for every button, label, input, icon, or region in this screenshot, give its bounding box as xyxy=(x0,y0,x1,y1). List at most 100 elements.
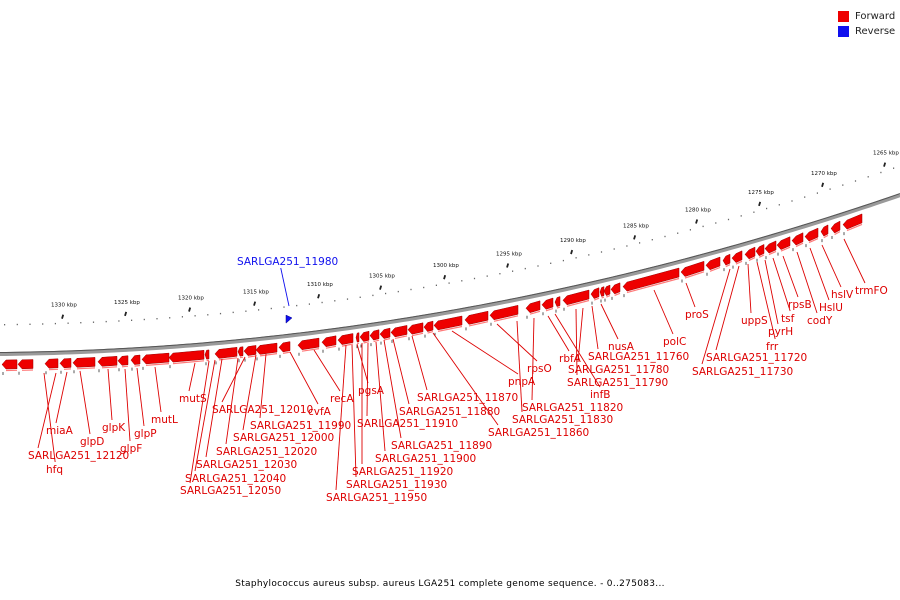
gene-sarlga251-11780[interactable] xyxy=(603,284,611,296)
gene-rpsb[interactable] xyxy=(791,232,804,246)
gene-label-sarlga251-11830[interactable]: SARLGA251_11830 xyxy=(512,414,613,426)
gene-label-pyrh[interactable]: pyrH xyxy=(768,326,793,338)
gene-sarlga251-11910[interactable] xyxy=(379,327,391,339)
gene-nusa[interactable] xyxy=(622,267,680,292)
gene-sarlga251-11890[interactable] xyxy=(407,322,424,335)
gene-label-glpp[interactable]: glpP xyxy=(134,428,157,440)
gene-label-glpd[interactable]: glpD xyxy=(80,436,104,448)
gene-upps[interactable] xyxy=(744,246,756,260)
gene-mutl[interactable] xyxy=(130,354,141,365)
gene-glpf[interactable] xyxy=(97,356,118,367)
gene-label-polc[interactable]: polC xyxy=(663,336,686,348)
gene-label-sarlga251-12000[interactable]: SARLGA251_12000 xyxy=(233,432,334,444)
legend-reverse[interactable]: Reverse xyxy=(838,24,895,39)
gene-label-pros[interactable]: proS xyxy=(685,309,709,321)
gene-hslv[interactable] xyxy=(830,220,841,234)
gene-label-nusa[interactable]: nusA xyxy=(608,341,635,353)
gene-label-sarlga251-11720[interactable]: SARLGA251_11720 xyxy=(706,352,807,364)
gene-sarlga251-12020[interactable] xyxy=(237,346,244,357)
gene-sarlga251-11790[interactable] xyxy=(599,286,605,297)
gene-label-sarlga251-11920[interactable]: SARLGA251_11920 xyxy=(352,466,453,478)
gene-sarlga251-11730[interactable] xyxy=(722,253,731,266)
gene-label-cvfa[interactable]: cvfA xyxy=(308,406,332,418)
gene-label-sarlga251-11990[interactable]: SARLGA251_11990 xyxy=(250,420,351,432)
gene-tsf[interactable] xyxy=(776,236,791,250)
gene-label-muts[interactable]: mutS xyxy=(179,393,207,405)
gene-label-sarlga251-11760[interactable]: SARLGA251_11760 xyxy=(588,351,689,363)
gene-label-rbfa[interactable]: rbfA xyxy=(559,353,582,365)
gene-pgsa[interactable] xyxy=(359,330,370,342)
gene-sarlga251-11870[interactable] xyxy=(433,315,463,331)
gene-glpd[interactable] xyxy=(59,358,72,369)
gene-label-hfq[interactable]: hfq xyxy=(46,464,63,476)
gene-sarlga251-11950[interactable] xyxy=(337,333,354,345)
gene-sarlga251-12120[interactable] xyxy=(17,359,34,370)
gene-label-sarlga251-11860[interactable]: SARLGA251_11860 xyxy=(488,427,589,439)
gene-label-sarlga251-11870[interactable]: SARLGA251_11870 xyxy=(417,392,518,404)
gene-label-sarlga251-11780[interactable]: SARLGA251_11780 xyxy=(568,364,669,376)
gene-sarlga251-12040[interactable] xyxy=(204,349,210,360)
gene-muts[interactable] xyxy=(141,352,170,365)
gene-label-sarlga251-12030[interactable]: SARLGA251_12030 xyxy=(196,459,297,471)
gene-label-sarlga251-11980[interactable]: SARLGA251_11980 xyxy=(237,256,338,268)
gene-pyrh[interactable] xyxy=(764,240,777,254)
gene-label-mutl[interactable]: mutL xyxy=(151,414,178,426)
gene-label-hslu[interactable]: HslU xyxy=(819,302,843,314)
gene-hfq[interactable] xyxy=(1,359,18,370)
gene-sarlga251-11880[interactable] xyxy=(423,320,434,332)
gene-label-miaa[interactable]: miaA xyxy=(46,425,74,437)
gene-label-cody[interactable]: codY xyxy=(807,315,833,327)
gene-label-glpk[interactable]: glpK xyxy=(102,422,126,434)
gene-sarlga251-11920[interactable] xyxy=(369,329,380,341)
gene-infb[interactable] xyxy=(590,287,600,299)
gene-pros[interactable] xyxy=(705,256,721,271)
gene-sarlga251-11820[interactable] xyxy=(554,296,561,307)
gene-sarlga251-11990[interactable] xyxy=(278,341,291,353)
gene-label-sarlga251-11790[interactable]: SARLGA251_11790 xyxy=(567,377,668,389)
gene-sarlga251-12000[interactable] xyxy=(255,342,278,355)
gene-label-hslv[interactable]: hslV xyxy=(831,289,854,301)
gene-sarlga251-12010[interactable] xyxy=(243,345,257,356)
gene-sarlga251-11830[interactable] xyxy=(541,297,554,310)
gene-label-upps[interactable]: uppS xyxy=(741,315,768,327)
gene-frr[interactable] xyxy=(755,243,765,257)
gene-label-frr[interactable]: frr xyxy=(766,341,779,353)
gene-sarlga251-11760[interactable] xyxy=(610,282,621,295)
gene-miaa[interactable] xyxy=(44,358,59,369)
gene-label-sarlga251-11880[interactable]: SARLGA251_11880 xyxy=(399,406,500,418)
gene-label-sarlga251-12120[interactable]: SARLGA251_12120 xyxy=(28,450,129,462)
gene-glpp[interactable] xyxy=(117,355,129,366)
gene-label-sarlga251-11820[interactable]: SARLGA251_11820 xyxy=(522,402,623,414)
gene-label-sarlga251-12010[interactable]: SARLGA251_12010 xyxy=(212,404,313,416)
gene-sarlga251-11980[interactable] xyxy=(285,314,293,324)
gene-label-sarlga251-12040[interactable]: SARLGA251_12040 xyxy=(185,473,286,485)
gene-rpso[interactable] xyxy=(525,300,541,313)
gene-sarlga251-11720[interactable] xyxy=(731,250,743,263)
gene-label-tsf[interactable]: tsf xyxy=(781,313,795,325)
gene-label-sarlga251-12050[interactable]: SARLGA251_12050 xyxy=(180,485,281,497)
gene-rbfa[interactable] xyxy=(562,289,590,306)
gene-sarlga251-12030[interactable] xyxy=(214,347,238,359)
gene-label-sarlga251-11730[interactable]: SARLGA251_11730 xyxy=(692,366,793,378)
gene-label-pnpa[interactable]: pnpA xyxy=(508,376,536,388)
gene-cody[interactable] xyxy=(804,227,819,242)
gene-pnpa[interactable] xyxy=(489,304,519,321)
gene-sarlga251-11900[interactable] xyxy=(390,325,408,338)
gene-label-pgsa[interactable]: pgsA xyxy=(358,385,385,397)
gene-hslu[interactable] xyxy=(820,224,829,237)
gene-sarlga251-12050[interactable] xyxy=(168,350,205,363)
gene-sarlga251-11860[interactable] xyxy=(464,310,489,325)
gene-glpk[interactable] xyxy=(72,357,96,368)
gene-cvfa[interactable] xyxy=(297,337,320,350)
gene-label-infb[interactable]: infB xyxy=(590,389,610,401)
gene-label-sarlga251-12020[interactable]: SARLGA251_12020 xyxy=(216,446,317,458)
gene-polc[interactable] xyxy=(680,260,705,277)
gene-reca[interactable] xyxy=(321,335,337,347)
gene-label-sarlga251-11900[interactable]: SARLGA251_11900 xyxy=(375,453,476,465)
gene-label-glpf[interactable]: glpF xyxy=(120,443,142,455)
gene-label-sarlga251-11930[interactable]: SARLGA251_11930 xyxy=(346,479,447,491)
gene-trmfo[interactable] xyxy=(842,213,863,230)
gene-label-rpsb[interactable]: rpsB xyxy=(788,299,812,311)
gene-label-rpso[interactable]: rpsO xyxy=(527,363,552,375)
gene-label-trmfo[interactable]: trmFO xyxy=(855,285,888,297)
